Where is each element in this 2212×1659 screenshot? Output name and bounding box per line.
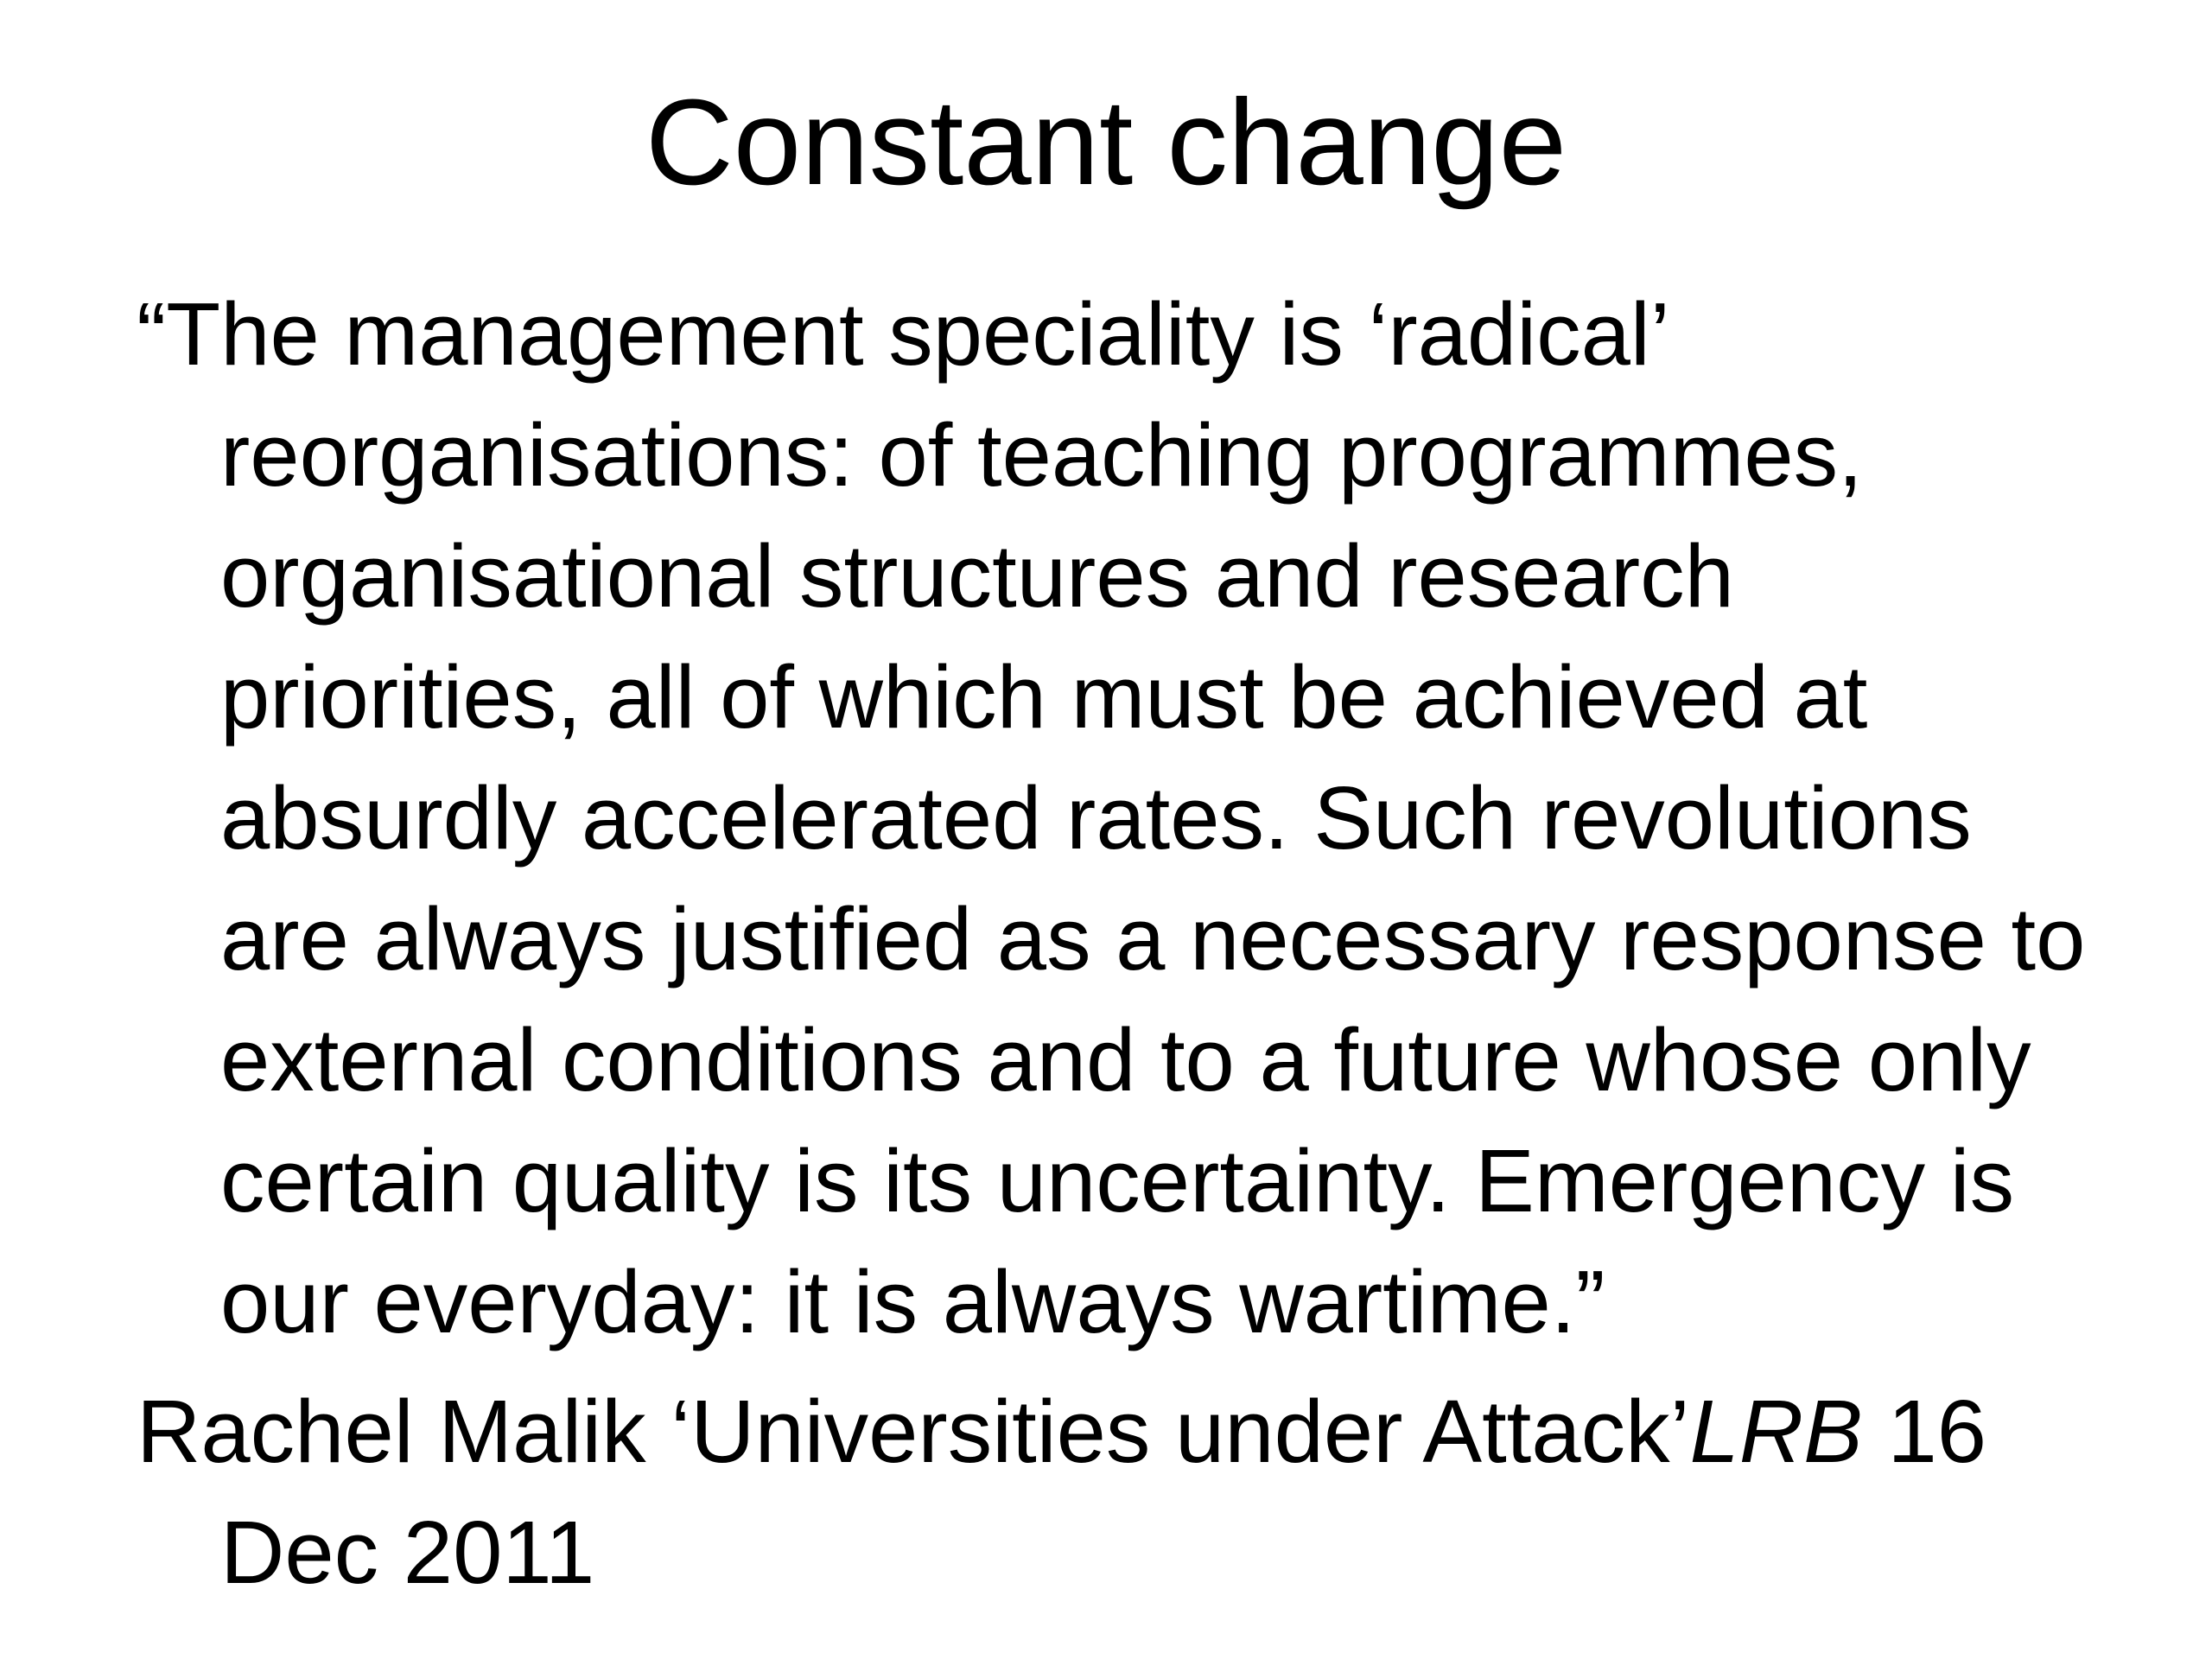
slide-title: Constant change	[645, 73, 1567, 210]
quote-line-8: certain quality is its uncertainty. Emer…	[220, 1131, 2015, 1230]
quote-line-3: organisational structures and research	[220, 526, 1734, 626]
issue-number: 16	[1862, 1382, 1987, 1481]
quote-line-4: priorities, all of which must be achieve…	[220, 647, 1868, 747]
quote-line-6: are always justified as a necessary resp…	[220, 889, 2086, 988]
attribution-text: Rachel Malik ‘Universities under Attack’	[137, 1382, 1690, 1481]
slide-body: “The management speciality is ‘radical’ …	[137, 274, 2085, 1613]
quote-line-7: external conditions and to a future whos…	[220, 1010, 2031, 1109]
quote-line-1: “The management speciality is ‘radical’	[137, 284, 1670, 384]
attribution-paragraph: Rachel Malik ‘Universities under Attack’…	[137, 1371, 2085, 1613]
attribution-date-line: Dec 2011	[220, 1503, 595, 1602]
quote-line-2: reorganisations: of teaching programmes,	[220, 405, 1863, 505]
quote-paragraph: “The management speciality is ‘radical’ …	[137, 274, 2085, 1363]
quote-line-5: absurdly accelerated rates. Such revolut…	[220, 768, 1972, 868]
journal-name-italic: LRB	[1689, 1382, 1863, 1481]
quote-line-9: our everyday: it is always wartime.”	[220, 1252, 1605, 1351]
attribution-line: Rachel Malik ‘Universities under Attack’…	[137, 1371, 2085, 1492]
